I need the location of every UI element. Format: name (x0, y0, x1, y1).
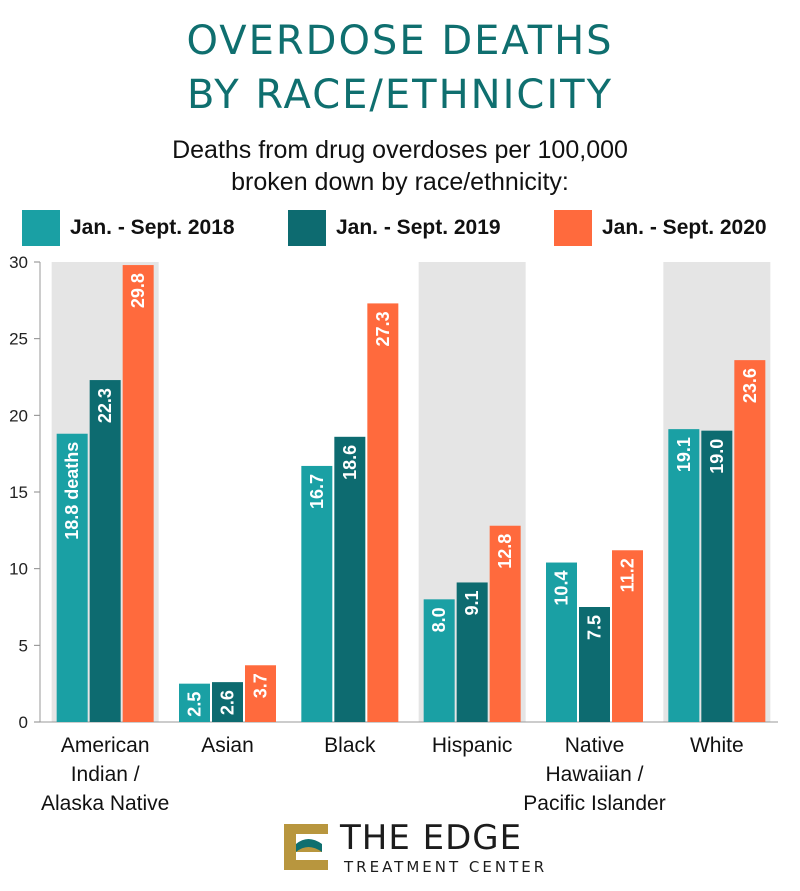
legend-label-2018: Jan. - Sept. 2018 (70, 216, 235, 239)
logo-tagline: TREATMENT CENTER (344, 858, 548, 876)
x-category-label: American (61, 734, 150, 757)
title-line-1: OVERDOSE DEATHS (186, 18, 614, 64)
bar-value-label: 18.8 deaths (62, 442, 82, 540)
bar-value-label: 11.2 (618, 558, 638, 592)
x-category-label: Indian / (71, 763, 140, 786)
legend-item-2018: Jan. - Sept. 2018 (22, 210, 235, 246)
bar (734, 360, 766, 722)
bar (612, 550, 643, 722)
bar-value-label: 7.5 (585, 615, 605, 640)
bar-value-label: 3.7 (251, 673, 271, 698)
y-tick-label: 30 (9, 253, 28, 272)
x-category-label: Alaska Native (41, 792, 169, 810)
bar (367, 303, 399, 722)
x-category-label: Pacific Islander (523, 792, 665, 810)
bar (423, 599, 455, 722)
y-tick-label: 20 (9, 406, 28, 425)
bar (56, 433, 88, 722)
bar-value-label: 16.7 (307, 474, 327, 509)
x-category-label: White (690, 734, 744, 757)
y-tick-label: 15 (9, 483, 28, 502)
bar (179, 683, 210, 722)
bar-value-label: 8.0 (429, 607, 449, 632)
bar (546, 562, 577, 722)
bar (668, 429, 700, 722)
bar-value-label: 9.1 (462, 590, 482, 615)
x-category-label: Hawaiian / (545, 763, 643, 786)
y-tick-label: 10 (9, 560, 28, 579)
bar (701, 430, 733, 722)
bar-value-label: 12.8 (495, 534, 515, 569)
brand-logo: THE EDGE TREATMENT CENTER (278, 818, 544, 878)
bar-chart: 0 5 10 15 20 25 30 18.8 deaths 22.3 29.8 American I… (9, 253, 778, 810)
x-category-label: Black (324, 734, 376, 757)
logo-name: THE EDGE (340, 818, 523, 858)
bar-value-label: 19.1 (674, 437, 694, 472)
bar (122, 265, 154, 722)
legend-swatch-2020 (554, 210, 592, 246)
x-category-label: Hispanic (432, 734, 513, 757)
bar-value-label: 27.3 (373, 311, 393, 346)
logo-mark-icon (284, 824, 328, 870)
y-tick-label: 0 (19, 713, 28, 732)
bar-value-label: 2.6 (218, 690, 238, 715)
title-line-2: BY RACE/ETHNICITY (186, 72, 613, 118)
bar-value-label: 29.8 (128, 273, 148, 308)
y-tick-label: 5 (19, 636, 28, 655)
bar-value-label: 2.5 (185, 692, 205, 717)
bar (334, 436, 366, 722)
x-category-label: Native (565, 734, 625, 757)
bar (579, 607, 610, 722)
bar (489, 525, 521, 722)
bar-value-label: 19.0 (707, 439, 727, 474)
bar (456, 582, 488, 722)
bar-value-label: 22.3 (95, 388, 115, 423)
legend-item-2019: Jan. - Sept. 2019 (288, 210, 501, 246)
legend-item-2020: Jan. - Sept. 2020 (554, 210, 767, 246)
x-category-label: Asian (201, 734, 254, 757)
legend-label-2019: Jan. - Sept. 2019 (336, 216, 501, 239)
bar (301, 465, 333, 722)
bar (89, 380, 121, 722)
y-tick-label: 25 (9, 330, 28, 349)
bar (245, 665, 276, 722)
bar-value-label: 18.6 (340, 445, 360, 480)
legend-swatch-2019 (288, 210, 326, 246)
bar-value-label: 23.6 (740, 368, 760, 403)
bar-value-label: 10.4 (552, 571, 572, 606)
legend-swatch-2018 (22, 210, 60, 246)
bar (212, 682, 243, 722)
subtitle-line-1: Deaths from drug overdoses per 100,000 (172, 136, 628, 164)
subtitle-line-2: broken down by race/ethnicity: (231, 168, 569, 196)
legend-label-2020: Jan. - Sept. 2020 (602, 216, 767, 239)
